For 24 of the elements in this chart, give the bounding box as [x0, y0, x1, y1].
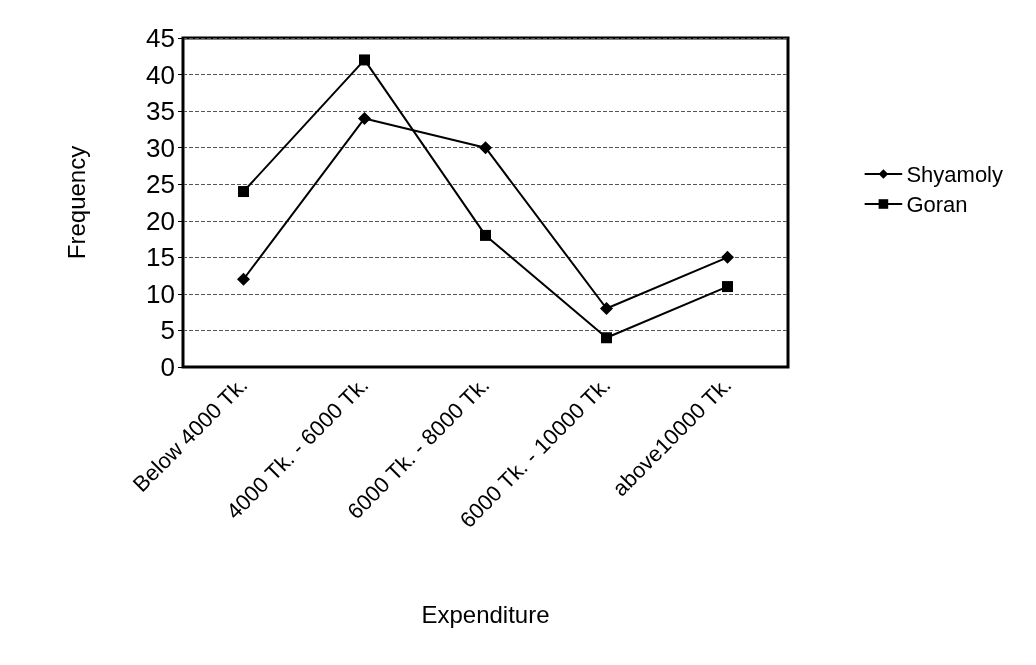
point: [480, 229, 491, 241]
point: [600, 302, 613, 316]
point: [479, 141, 492, 155]
y-tick-label: 20: [146, 205, 175, 236]
y-tick-label: 40: [146, 59, 175, 90]
point: [237, 272, 250, 286]
y-tick-label: 0: [160, 352, 175, 382]
y-tick-label: 15: [146, 242, 175, 273]
point: [721, 250, 734, 264]
point: [238, 186, 249, 198]
y-axis-title: Frequency: [62, 145, 90, 260]
x-axis-title: Expenditure: [421, 600, 550, 628]
legend-label: Goran: [906, 191, 968, 217]
y-tick-label: 30: [146, 132, 175, 163]
y-tick-label: 10: [146, 278, 175, 309]
point: [359, 54, 370, 66]
point: [601, 332, 612, 344]
y-tick-label: 5: [160, 315, 175, 346]
y-tick-label: 25: [146, 169, 175, 200]
point: [358, 111, 371, 125]
y-tick-label: 35: [146, 96, 175, 127]
point: [722, 281, 733, 293]
y-tick-label: 45: [146, 23, 175, 53]
legend-label: Shyamoly: [906, 161, 1003, 187]
